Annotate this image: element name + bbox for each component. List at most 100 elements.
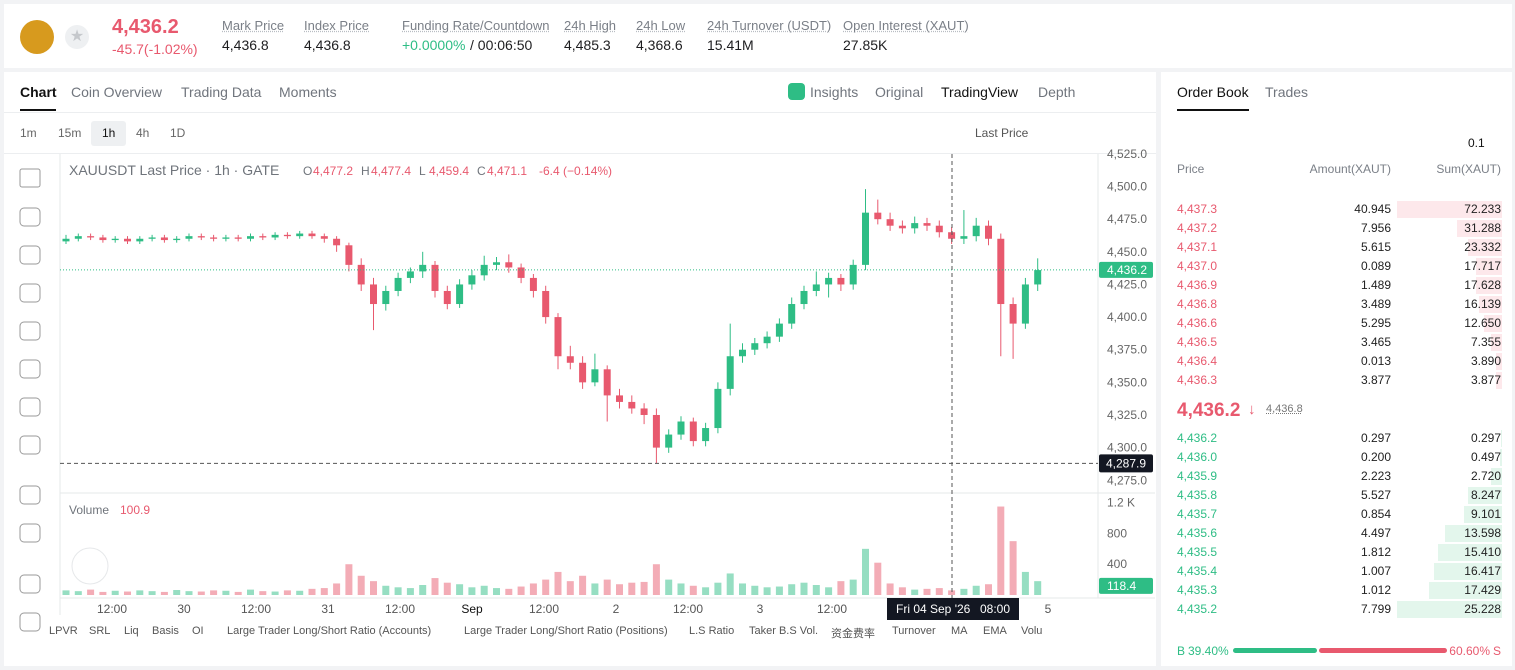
divider [4,112,1156,113]
volume-bar [185,591,193,595]
chart-tab[interactable]: Coin Overview [71,84,163,100]
volume-bar [345,564,353,595]
volume-bar [529,583,537,595]
depth-bar [1490,468,1502,485]
volume-bar [431,578,439,595]
ob-tab[interactable]: Trades [1265,84,1309,100]
indicator-tab[interactable]: Volu [1021,625,1043,637]
x-tick-label: 12:00 [241,602,271,616]
ob-sum: 16.139 [1464,297,1501,311]
candle-body [124,238,131,242]
chart-tab[interactable]: Chart [20,84,57,100]
legend-title: XAUUSDT Last Price · 1h · GATE [69,162,280,178]
depth-bar [1397,601,1502,618]
ob-tab[interactable]: Order Book [1177,84,1249,100]
ob-amount: 1.812 [1360,545,1391,559]
candle-body [210,237,218,239]
volume-bar [247,589,254,595]
indicator-tab[interactable]: EMA [983,625,1007,637]
stat-label: Open Interest (XAUT) [843,18,969,33]
view-tab[interactable]: Insights [810,84,859,100]
candle-body [505,262,513,268]
candle-body [480,264,488,276]
candle-body [579,362,587,383]
interval[interactable]: 1m [20,126,37,140]
indicator-tab[interactable]: 资金费率 [831,628,875,640]
indicator-tab[interactable]: Liq [124,625,139,637]
volume-bar [394,587,402,595]
mark-price: 4,436.8 [1266,403,1303,415]
crosshair-date: Fri 04 Sep '26 [896,602,971,616]
interval[interactable]: 1D [170,126,186,140]
ohlc-value: 4,477.2 [313,164,354,178]
ob-sum: 7.355 [1470,335,1501,349]
ob-price: 4,435.5 [1177,545,1218,559]
favorite[interactable]: ★ [65,25,89,49]
candle-body [99,237,107,241]
view-tab[interactable]: TradingView [941,84,1019,100]
candle-body [886,219,894,226]
interval[interactable]: 4h [136,126,150,140]
x-tick-label: 12:00 [97,602,127,616]
y-tick-label: 4,450.0 [1107,245,1147,259]
mid-arrow: ↓ [1248,401,1256,418]
indicator-tab[interactable]: Basis [152,625,179,637]
candle-body [628,401,636,409]
volume-bar [357,575,365,595]
indicator-tab[interactable]: MA [951,625,968,637]
volume-bar [406,588,414,595]
volume-bar [985,584,992,595]
interval[interactable]: 1h [102,126,116,140]
volume-bar [99,591,107,595]
y-tick-label: 4,275.0 [1107,473,1147,487]
candle-body [529,277,537,291]
volume-bar [972,585,980,595]
chart-tab[interactable]: Trading Data [181,84,262,100]
candle-body [222,237,230,239]
view-tab[interactable]: Depth [1038,84,1076,100]
candle-body [985,225,992,239]
indicator-tab[interactable]: SRL [89,625,111,637]
stat-value: 15.41M [707,37,754,53]
price-type[interactable]: Last Price [975,126,1029,140]
depth-bar [1467,487,1502,504]
y-tick-label: 4,425.0 [1107,277,1147,291]
ob-amount: 1.489 [1360,278,1391,292]
volume-bar [283,590,291,595]
x-tick-label: 31 [321,602,335,616]
indicator-tab[interactable]: Turnover [892,625,936,637]
indicator-tab[interactable]: Large Trader Long/Short Ratio (Accounts) [227,625,432,637]
tool-icon [19,612,41,632]
indicator-tab[interactable]: LPVR [49,625,78,637]
tv-logo [71,547,109,585]
ob-sum: 17.717 [1464,259,1501,273]
divider [4,153,1156,154]
volume-bar [775,586,783,595]
volume-last-label: 118.4 [1107,579,1136,593]
header-bar [4,4,1512,68]
view-tab[interactable]: Original [875,84,924,100]
volume-bar [689,585,697,595]
candle-body [357,264,365,285]
indicator-tab[interactable]: Large Trader Long/Short Ratio (Positions… [464,625,668,637]
volume-bar [665,579,673,595]
x-tick-label: 3 [757,602,764,616]
y-tick-label: 4,500.0 [1107,180,1147,194]
indicator-tab[interactable]: L.S Ratio [689,625,735,637]
candle-body [603,369,611,396]
ob-sum: 23.332 [1464,240,1501,254]
ob-precision[interactable]: 0.1 [1468,136,1485,150]
interval[interactable]: 15m [58,126,82,140]
ob-sum: 8.247 [1470,488,1501,502]
indicator-tab[interactable]: OI [192,625,204,637]
volume-bar [652,564,660,595]
x-tick-label: 12:00 [817,602,847,616]
ob-sum: 0.497 [1470,450,1501,464]
volume-bar [1021,571,1029,595]
chart-tab[interactable]: Moments [279,84,337,100]
volume-bar [812,585,820,595]
ob-price: 4,436.3 [1177,373,1218,387]
ob-price: 4,435.3 [1177,583,1218,597]
ohlc-value: 4,471.1 [487,164,528,178]
indicator-tab[interactable]: Taker B.S Vol. [749,625,819,637]
